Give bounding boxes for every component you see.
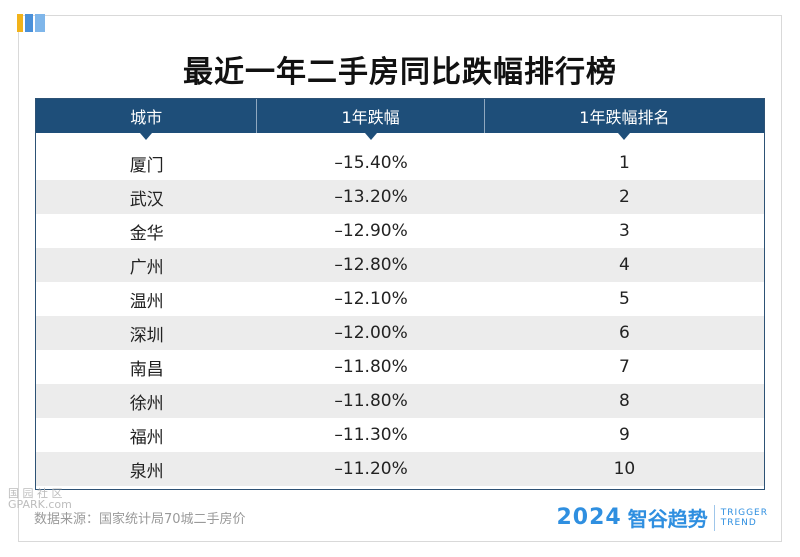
rank-cell: 2 bbox=[618, 187, 630, 207]
table-row: 武汉 –13.20% 2 bbox=[36, 180, 764, 214]
city-cell: 徐州 bbox=[129, 393, 164, 414]
column-header-rank: 1年跌幅排名 bbox=[485, 99, 764, 140]
table-row: 深圳 –12.00% 6 bbox=[36, 316, 764, 350]
city-cell: 厦门 bbox=[129, 155, 164, 176]
table-row: 厦门 –15.40% 1 bbox=[36, 146, 764, 180]
rank-cell: 1 bbox=[618, 153, 630, 173]
rank-cell: 8 bbox=[618, 391, 630, 411]
rank-cell: 7 bbox=[618, 357, 630, 377]
brand-logo: 2024 智谷趋势 TRIGGER TREND bbox=[556, 503, 768, 532]
city-cell: 泉州 bbox=[129, 461, 164, 482]
brand-divider bbox=[713, 504, 715, 531]
rank-cell: 6 bbox=[618, 323, 630, 343]
decline-cell: –13.20% bbox=[334, 187, 408, 207]
rank-cell: 10 bbox=[613, 459, 636, 479]
decline-cell: –12.10% bbox=[334, 289, 408, 309]
decline-cell: –15.40% bbox=[334, 153, 408, 173]
table-row: 广州 –12.80% 4 bbox=[36, 248, 764, 282]
table-row: 泉州 –11.20% 10 bbox=[36, 452, 764, 486]
brand-year: 2024 bbox=[556, 505, 622, 530]
rank-cell: 3 bbox=[618, 221, 630, 241]
header-label: 城市 bbox=[130, 108, 163, 127]
rank-cell: 4 bbox=[618, 255, 630, 275]
ranking-table: 城市 1年跌幅 1年跌幅排名 厦门 –15.40% 1 武汉 –13.20% 2 金华 –12… bbox=[35, 98, 765, 490]
decline-cell: –11.80% bbox=[334, 357, 408, 377]
brand-name: 智谷趋势 bbox=[627, 507, 708, 531]
header-pointer-icon bbox=[618, 133, 631, 140]
city-cell: 福州 bbox=[129, 427, 164, 448]
decline-cell: –11.20% bbox=[334, 459, 408, 479]
table-row: 温州 –12.10% 5 bbox=[36, 282, 764, 316]
table-row: 南昌 –11.80% 7 bbox=[36, 350, 764, 384]
city-cell: 深圳 bbox=[129, 325, 164, 346]
brand-english: TRIGGER TREND bbox=[721, 508, 768, 528]
watermark-domain: GPARK.com bbox=[8, 498, 72, 511]
header-pointer-icon bbox=[140, 133, 153, 140]
column-header-decline: 1年跌幅 bbox=[257, 99, 485, 140]
column-header-city: 城市 bbox=[36, 99, 258, 140]
table-body: 厦门 –15.40% 1 武汉 –13.20% 2 金华 –12.90% 3 广州 –12.80% 4… bbox=[36, 133, 764, 486]
brand-en-line1: TRIGGER bbox=[720, 507, 768, 518]
table-row: 徐州 –11.80% 8 bbox=[36, 384, 764, 418]
header-label: 1年跌幅排名 bbox=[579, 108, 670, 127]
header-pointer-icon bbox=[364, 133, 377, 140]
city-cell: 温州 bbox=[129, 291, 164, 312]
decline-cell: –12.00% bbox=[334, 323, 408, 343]
city-cell: 广州 bbox=[129, 257, 164, 278]
decline-cell: –12.80% bbox=[334, 255, 408, 275]
table-row: 福州 –11.30% 9 bbox=[36, 418, 764, 452]
rank-cell: 5 bbox=[618, 289, 630, 309]
rank-cell: 9 bbox=[618, 425, 630, 445]
watermark-text: 国 园 社 区 bbox=[8, 487, 63, 500]
city-cell: 武汉 bbox=[129, 189, 164, 210]
decline-cell: –11.80% bbox=[334, 391, 408, 411]
decline-cell: –12.90% bbox=[334, 221, 408, 241]
table-row: 金华 –12.90% 3 bbox=[36, 214, 764, 248]
table-header: 城市 1年跌幅 1年跌幅排名 bbox=[36, 99, 764, 140]
watermark: 国 园 社 区 GPARK.com bbox=[8, 488, 72, 510]
header-label: 1年跌幅 bbox=[341, 108, 400, 127]
decline-cell: –11.30% bbox=[334, 425, 408, 445]
source-note: 数据来源：国家统计局70城二手房价 bbox=[34, 512, 246, 527]
brand-en-line2: TREND bbox=[720, 517, 757, 528]
corner-logo-icon bbox=[17, 14, 45, 32]
page-title: 最近一年二手房同比跌幅排行榜 bbox=[183, 55, 617, 90]
city-cell: 南昌 bbox=[129, 359, 164, 380]
city-cell: 金华 bbox=[129, 223, 164, 244]
